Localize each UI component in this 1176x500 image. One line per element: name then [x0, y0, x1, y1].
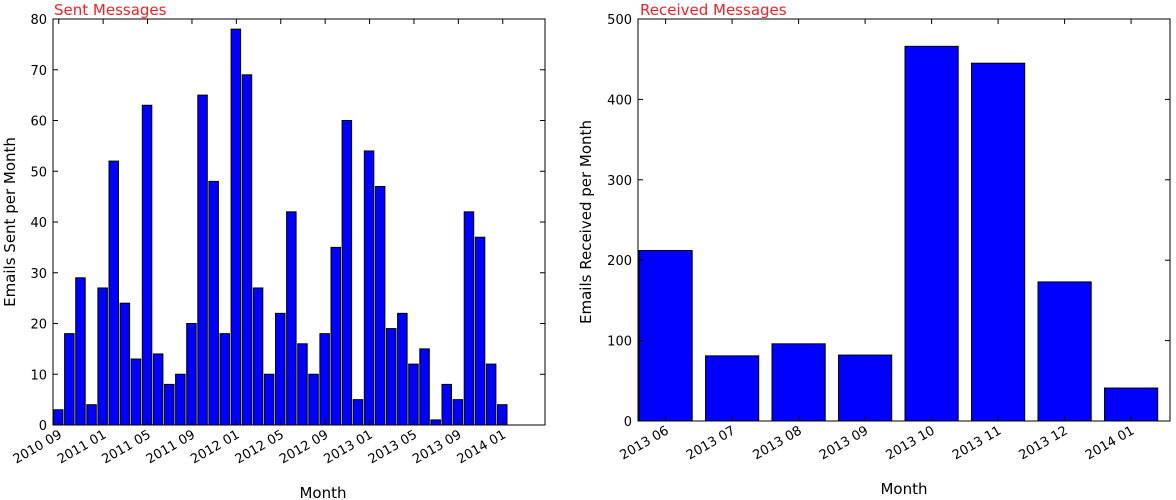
- sent-bar: [374, 185, 386, 426]
- sent-bar: [175, 373, 186, 426]
- sent-bar: [485, 363, 497, 426]
- sent-bar: [397, 312, 408, 426]
- sent-bar: [75, 277, 86, 426]
- received-bar: [638, 250, 693, 422]
- sent-bar: [363, 150, 375, 426]
- received-y-axis-label: Emails Received per Month: [577, 120, 595, 324]
- sent-xtick-label: 2012 05: [233, 427, 287, 467]
- sent-ytick-label: 30: [30, 267, 47, 282]
- sent-bar: [64, 333, 75, 426]
- sent-bar: [186, 323, 197, 426]
- sent-bar: [164, 383, 175, 426]
- sent-bar: [97, 287, 108, 426]
- received-bar: [771, 343, 826, 422]
- sent-bar: [441, 383, 452, 426]
- sent-bar: [286, 211, 297, 426]
- received-xtick-label: 2013 08: [751, 423, 805, 463]
- sent-xtick-label: 2010 09: [11, 427, 65, 467]
- sent-bar: [152, 353, 164, 426]
- sent-bar: [319, 333, 330, 426]
- received-bar: [1037, 281, 1092, 422]
- sent-bar: [86, 404, 97, 426]
- received-bar: [971, 62, 1026, 422]
- sent-bar: [297, 343, 308, 426]
- received-bar: [838, 354, 893, 422]
- received-ytick-label: 500: [607, 13, 632, 28]
- sent-bar: [352, 399, 364, 426]
- sent-bar: [341, 120, 353, 426]
- sent-ytick-label: 40: [30, 216, 47, 231]
- sent-ytick-label: 80: [30, 13, 47, 28]
- sent-bar: [386, 328, 397, 426]
- sent-xtick-label: 2012 09: [277, 427, 331, 467]
- sent-bar: [230, 28, 242, 426]
- received-xtick-label: 2013 12: [1017, 423, 1071, 463]
- sent-y-axis-label: Emails Sent per Month: [1, 137, 19, 307]
- received-x-axis-label: Month: [880, 480, 927, 498]
- received-xtick-label: 2013 10: [884, 423, 938, 463]
- sent-xtick-label: 2013 01: [321, 427, 375, 467]
- sent-bar: [197, 94, 208, 426]
- received-ytick-label: 300: [607, 174, 632, 189]
- received-xtick-label: 2014 01: [1083, 423, 1137, 463]
- received-ytick-label: 100: [607, 335, 632, 350]
- sent-bar: [430, 419, 441, 426]
- sent-xtick-label: 2011 01: [55, 427, 109, 467]
- received-ytick-label: 200: [607, 254, 632, 269]
- received-ytick-label: 400: [607, 93, 632, 108]
- sent-x-axis-label: Month: [299, 484, 346, 500]
- sent-bar: [241, 74, 253, 426]
- sent-bar: [330, 246, 341, 426]
- received-xtick-label: 2013 07: [684, 423, 738, 463]
- sent-xtick-label: 2013 05: [366, 427, 420, 467]
- sent-bar: [141, 104, 153, 426]
- received-xtick-label: 2013 11: [950, 423, 1004, 463]
- sent-xtick-label: 2011 05: [99, 427, 153, 467]
- received-bar: [904, 45, 959, 422]
- received-chart-title: Received Messages: [640, 1, 787, 19]
- sent-bar: [252, 287, 264, 426]
- sent-chart-title: Sent Messages: [54, 1, 167, 19]
- sent-bar: [275, 312, 286, 426]
- received-plot-frame: [637, 18, 1171, 422]
- sent-bar: [119, 302, 131, 426]
- sent-ytick-label: 0: [39, 419, 47, 434]
- sent-bar: [419, 348, 430, 426]
- received-xtick-label: 2013 09: [817, 423, 871, 463]
- sent-bar: [108, 160, 119, 426]
- sent-ytick-label: 20: [30, 318, 47, 333]
- sent-bar: [130, 358, 142, 426]
- sent-bar: [208, 180, 219, 426]
- sent-ytick-label: 70: [30, 64, 47, 79]
- sent-xtick-label: 2013 09: [410, 427, 464, 467]
- sent-bar: [408, 363, 419, 426]
- sent-xtick-label: 2014 01: [455, 427, 509, 467]
- received-ytick-label: 0: [624, 415, 632, 430]
- sent-bar: [308, 373, 319, 426]
- sent-ytick-label: 50: [30, 165, 47, 180]
- sent-ytick-label: 10: [30, 368, 47, 383]
- sent-xtick-label: 2011 09: [144, 427, 198, 467]
- sent-xtick-label: 2012 01: [188, 427, 242, 467]
- sent-bar: [474, 236, 486, 426]
- received-bar: [705, 355, 760, 422]
- sent-ytick-label: 60: [30, 115, 47, 130]
- sent-bar: [463, 211, 475, 426]
- sent-bar: [219, 333, 230, 426]
- sent-bar: [263, 373, 275, 426]
